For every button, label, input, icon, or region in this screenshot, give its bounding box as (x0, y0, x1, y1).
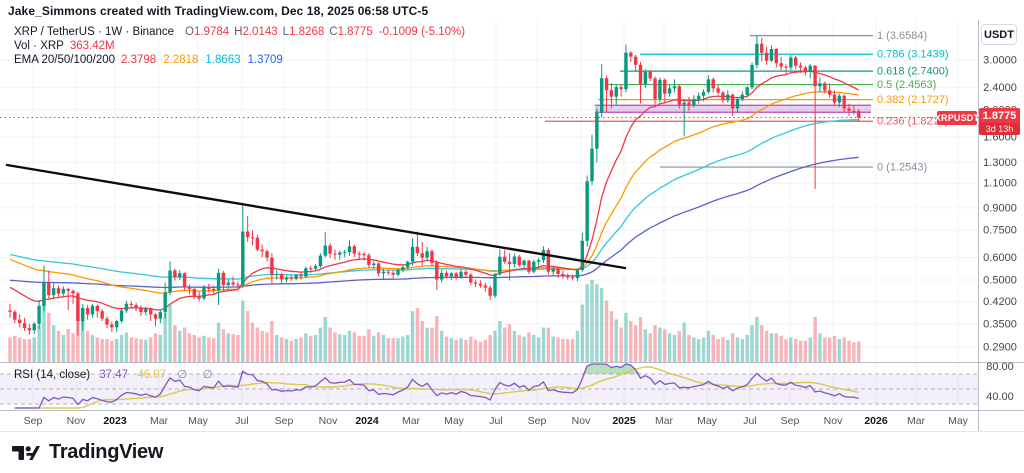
svg-text:2026: 2026 (864, 415, 888, 427)
svg-text:2025: 2025 (612, 415, 636, 427)
change-value: -0.1009 (-5.10%) (378, 26, 466, 38)
svg-text:Nov: Nov (824, 415, 843, 427)
svg-text:0.236 (1.8217): 0.236 (1.8217) (877, 116, 949, 128)
ohlc-values: O1.9784 H2.0143 L1.8268 C1.8775 (185, 26, 373, 38)
svg-text:Mar: Mar (402, 415, 421, 427)
svg-text:0.618 (2.7400): 0.618 (2.7400) (877, 66, 949, 78)
rsi-ma-value: 46.07 (137, 369, 167, 381)
svg-text:1.1000: 1.1000 (983, 178, 1017, 190)
svg-text:Mar: Mar (655, 415, 674, 427)
svg-text:2023: 2023 (103, 415, 127, 427)
volume-label: Vol · XRP (14, 40, 64, 52)
svg-text:0.3500: 0.3500 (983, 318, 1017, 330)
tradingview-wordmark: TradingView (49, 441, 164, 463)
symbol-title: XRP / TetherUS · 1W · Binance (14, 26, 175, 38)
svg-text:Jul: Jul (489, 415, 502, 427)
rsi-label: RSI (14, close) (14, 369, 91, 381)
svg-text:0.5 (2.4563): 0.5 (2.4563) (877, 79, 936, 91)
rsi-empty-values: ∅ ∅ (177, 369, 219, 381)
symbol-legend-row[interactable]: XRP / TetherUS · 1W · Binance O1.9784 H2.0… (14, 26, 465, 38)
svg-text:May: May (697, 415, 718, 427)
svg-text:0.786 (3.1439): 0.786 (3.1439) (877, 49, 949, 61)
svg-text:2.4000: 2.4000 (983, 82, 1017, 94)
svg-text:Mar: Mar (907, 415, 926, 427)
svg-text:0.2900: 0.2900 (983, 341, 1017, 353)
svg-text:80.00: 80.00 (986, 361, 1014, 373)
last-price-value: 1.8775 (979, 108, 1020, 123)
ema-values: 2.3798 2.2818 1.8663 1.3709 (121, 54, 283, 66)
svg-text:Sep: Sep (781, 415, 800, 427)
svg-text:0.4200: 0.4200 (983, 296, 1017, 308)
ema-label: EMA 20/50/100/200 (14, 54, 116, 66)
svg-text:40.00: 40.00 (986, 391, 1014, 403)
svg-text:May: May (444, 415, 465, 427)
svg-text:Nov: Nov (572, 415, 591, 427)
symbol-price-tag: XRPUSDT (934, 111, 980, 125)
tradingview-logo-icon (12, 445, 40, 460)
svg-text:3.0000: 3.0000 (983, 54, 1017, 66)
volume-legend-row[interactable]: Vol · XRP 363.42M (14, 40, 115, 52)
attribution-text: Jake_Simmons created with TradingView.co… (8, 4, 429, 18)
svg-text:Jul: Jul (235, 415, 248, 427)
svg-text:May: May (188, 415, 209, 427)
volume-value: 363.42M (69, 40, 115, 52)
svg-text:Sep: Sep (528, 415, 547, 427)
bar-countdown: 3d 13h (979, 123, 1020, 135)
svg-text:0 (1.2543): 0 (1.2543) (877, 162, 927, 174)
svg-text:Jul: Jul (743, 415, 756, 427)
svg-text:1.3000: 1.3000 (983, 157, 1017, 169)
svg-text:0.7500: 0.7500 (983, 225, 1017, 237)
svg-text:Sep: Sep (275, 415, 294, 427)
rsi-value: 37.47 (99, 369, 129, 381)
tradingview-footer[interactable]: TradingView (12, 441, 163, 464)
svg-text:0.9000: 0.9000 (983, 202, 1017, 214)
svg-text:0.382 (2.1727): 0.382 (2.1727) (877, 94, 949, 106)
svg-text:1 (3.6584): 1 (3.6584) (877, 30, 927, 42)
svg-text:Nov: Nov (319, 415, 338, 427)
last-price-badge: 1.8775 3d 13h (979, 108, 1020, 135)
svg-text:Nov: Nov (67, 415, 86, 427)
svg-text:2024: 2024 (355, 415, 379, 427)
currency-axis-chip[interactable]: USDT (981, 24, 1017, 45)
svg-text:Mar: Mar (150, 415, 169, 427)
svg-text:0.5000: 0.5000 (983, 275, 1017, 287)
svg-text:Sep: Sep (24, 415, 43, 427)
svg-text:0.6000: 0.6000 (983, 252, 1017, 264)
rsi-legend-row[interactable]: RSI (14, close) 37.47 46.07 ∅ ∅ (14, 367, 218, 381)
svg-text:May: May (948, 415, 969, 427)
ema-legend-row[interactable]: EMA 20/50/100/200 2.3798 2.2818 1.8663 1.370… (14, 54, 290, 66)
